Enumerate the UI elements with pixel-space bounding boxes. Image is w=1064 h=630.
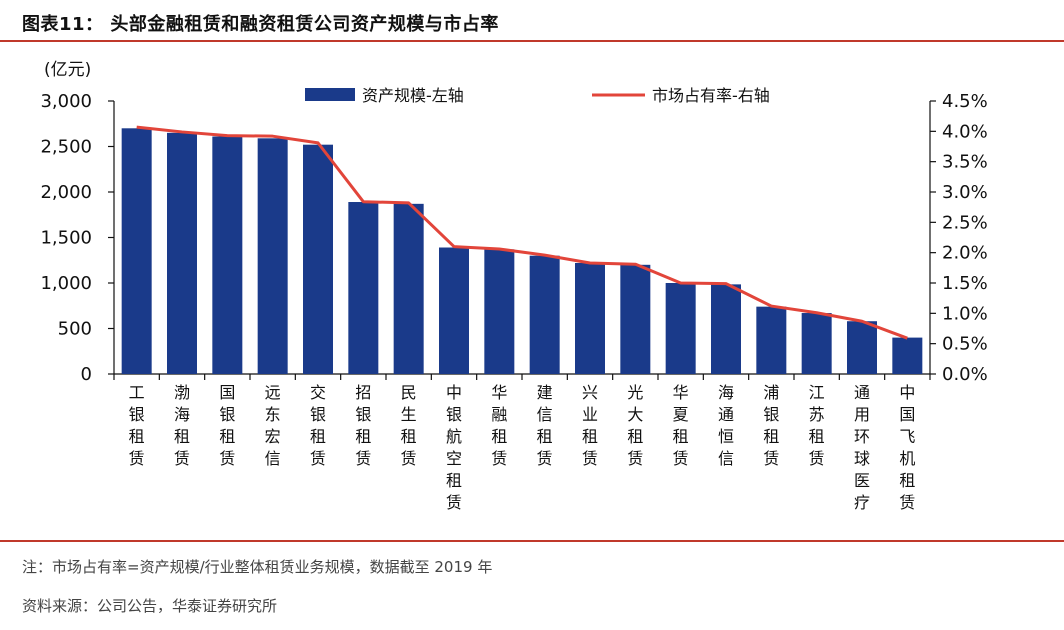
left-tick-label: 2,500 [40, 137, 92, 158]
figure-title: 图表11： 头部金融租赁和融资租赁公司资产规模与市占率 [22, 14, 499, 35]
left-tick-label: 1,500 [40, 228, 92, 249]
bar [167, 132, 197, 374]
category-label: 华夏租赁 [673, 383, 689, 468]
category-label: 光大租赁 [627, 383, 643, 468]
category-label: 海通恒信 [718, 383, 734, 468]
footer-rule [0, 540, 1064, 542]
category-label: 民生租赁 [401, 383, 417, 468]
source-note: 资料来源：公司公告，华泰证券研究所 [22, 597, 278, 615]
category-label: 中国飞机租赁 [899, 383, 915, 512]
bar [847, 321, 877, 374]
legend-bar-label: 资产规模-左轴 [362, 86, 464, 105]
left-tick-label: 3,000 [40, 91, 92, 112]
chart-legend: 资产规模-左轴 市场占有率-右轴 [305, 86, 770, 105]
left-tick-label: 0 [81, 364, 92, 385]
bar [257, 138, 288, 374]
bar [303, 144, 333, 374]
category-label: 建信租赁 [537, 383, 553, 468]
category-label: 江苏租赁 [809, 383, 825, 468]
bar [711, 284, 741, 374]
footnote: 注：市场占有率=资产规模/行业整体租赁业务规模，数据截至 2019 年 [22, 558, 493, 576]
bar [575, 262, 605, 374]
category-label: 通用环球医疗 [854, 383, 870, 512]
line-series [136, 125, 908, 340]
legend-bar-swatch [305, 88, 355, 101]
bar [665, 283, 696, 374]
right-tick-label: 4.0% [942, 121, 988, 142]
category-label: 兴业租赁 [582, 383, 598, 468]
category-label: 浦银租赁 [763, 383, 779, 468]
bar [439, 247, 469, 374]
right-tick-label: 3.5% [942, 152, 988, 173]
bar [801, 313, 832, 374]
category-label: 交银租赁 [310, 383, 326, 468]
bar [212, 136, 243, 374]
category-labels: 工银租赁 渤海租赁 国银租赁 远东宏信 交银租赁 招银租赁 民生租赁 中银航空租赁 华融租赁 建信… [129, 383, 916, 512]
left-axis-unit-label: (亿元) [44, 60, 91, 80]
right-tick-label: 2.5% [942, 212, 988, 233]
category-label: 中银航空租赁 [446, 383, 462, 512]
market-share-line [136, 125, 908, 340]
right-tick-label: 3.0% [942, 182, 988, 203]
right-tick-label: 1.0% [942, 303, 988, 324]
bar [620, 264, 651, 374]
left-tick-label: 500 [58, 319, 92, 340]
category-label: 招银租赁 [355, 383, 371, 468]
right-tick-label: 1.5% [942, 273, 988, 294]
chart-canvas: 0 500 1,000 1,500 2,000 2,500 3,000 0.0% 0.5% 1.0… [40, 60, 987, 512]
category-label: 国银租赁 [219, 383, 235, 468]
category-label: 渤海租赁 [174, 383, 190, 468]
bar [756, 306, 787, 374]
category-label: 华融租赁 [491, 383, 507, 468]
right-tick-label: 2.0% [942, 243, 988, 264]
chart-axes: 0 500 1,000 1,500 2,000 2,500 3,000 0.0% 0.5% 1.0… [40, 60, 987, 385]
left-tick-label: 1,000 [40, 273, 92, 294]
right-tick-label: 0.5% [942, 334, 988, 355]
bar [393, 203, 424, 374]
bar-series [121, 128, 923, 374]
bar [484, 249, 515, 374]
bar [892, 337, 923, 374]
title-rule [0, 40, 1064, 42]
right-tick-label: 4.5% [942, 91, 988, 112]
legend-line-label: 市场占有率-右轴 [652, 86, 770, 105]
bar [121, 128, 152, 374]
category-label: 工银租赁 [129, 383, 145, 468]
left-tick-label: 2,000 [40, 182, 92, 203]
bar [348, 202, 379, 374]
right-tick-label: 0.0% [942, 364, 988, 385]
category-label: 远东宏信 [265, 383, 281, 468]
bar [529, 255, 560, 374]
